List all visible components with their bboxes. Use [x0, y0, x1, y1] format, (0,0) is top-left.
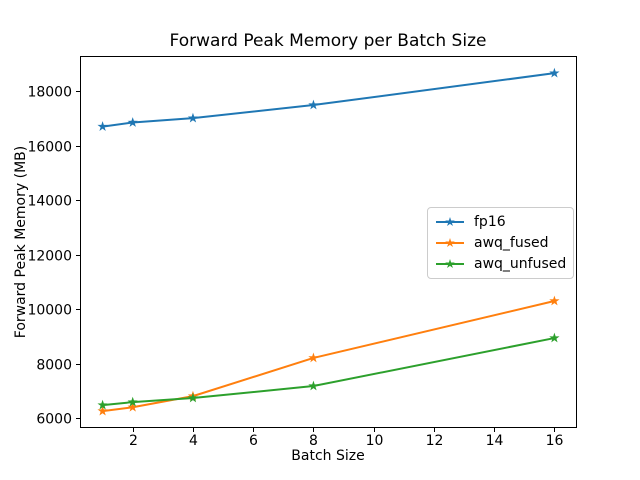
legend-item-awq_fused: awq_fused: [435, 233, 566, 253]
series-marker-awq_unfused: [308, 380, 319, 391]
series-line-awq_unfused: [101, 337, 556, 407]
y-tick-label: 14000: [27, 194, 72, 210]
series-marker-awq_unfused: [97, 399, 108, 410]
series-marker-awq_unfused: [127, 396, 138, 407]
series-marker-awq_fused: [127, 401, 138, 412]
chart-title: Forward Peak Memory per Batch Size: [169, 31, 487, 51]
axes-spines: [80, 56, 577, 428]
series-marker-fp16: [187, 112, 199, 123]
legend-item-awq_unfused: awq_unfused: [435, 254, 566, 274]
series-marker-awq_unfused: [187, 392, 199, 403]
legend-label: awq_unfused: [474, 256, 567, 272]
x-tick-label: 2: [129, 433, 138, 449]
series-marker-fp16: [308, 99, 319, 110]
legend-label: awq_fused: [474, 235, 549, 251]
series-marker-awq_fused: [549, 295, 560, 306]
series-marker-fp16: [549, 67, 560, 78]
x-tick-label: 8: [309, 433, 318, 449]
y-tick-label: 12000: [27, 249, 72, 265]
x-tick-label: 16: [546, 433, 564, 449]
x-axis-label: Batch Size: [291, 448, 365, 464]
series-marker-awq_fused: [308, 352, 319, 363]
series-marker-fp16: [97, 121, 108, 131]
y-tick-label: 18000: [27, 85, 72, 101]
x-tick-label: 12: [426, 433, 444, 449]
legend: fp16 awq_fused awq_unfused: [427, 207, 575, 279]
series-marker-awq_fused: [97, 405, 108, 416]
series-line-fp16: [101, 72, 556, 128]
y-axis-label: Forward Peak Memory (MB): [13, 145, 29, 339]
legend-line-marker-icon: [436, 217, 464, 227]
y-tick-label: 6000: [36, 412, 72, 428]
x-tick-label: 6: [249, 433, 258, 449]
legend-label: fp16: [474, 214, 506, 230]
series-marker-fp16: [127, 117, 138, 127]
series-marker-awq_unfused: [549, 332, 560, 343]
y-tick-label: 10000: [27, 303, 72, 319]
legend-item-fp16: fp16: [435, 212, 566, 232]
x-tick-label: 4: [189, 433, 198, 449]
y-tick-label: 8000: [36, 358, 72, 374]
series-line-awq_fused: [101, 300, 556, 413]
x-tick-label: 14: [486, 433, 504, 449]
legend-line-marker-icon: [436, 259, 464, 269]
legend-line-marker-icon: [436, 238, 464, 248]
y-tick-label: 16000: [27, 140, 72, 156]
x-tick-label: 10: [366, 433, 384, 449]
